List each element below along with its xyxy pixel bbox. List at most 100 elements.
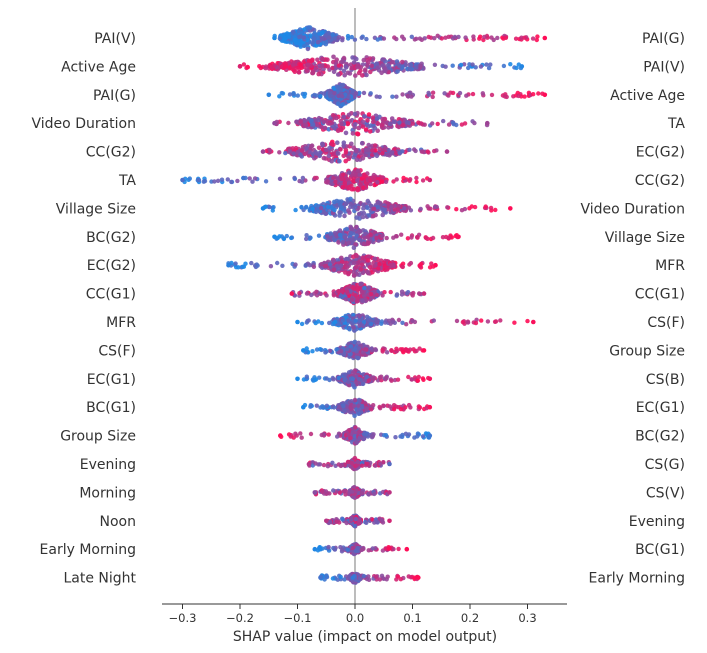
shap-point bbox=[446, 235, 451, 241]
shap-point bbox=[340, 82, 346, 88]
shap-point bbox=[406, 432, 412, 437]
shap-point bbox=[310, 206, 316, 211]
shap-point bbox=[334, 198, 340, 204]
shap-point bbox=[371, 213, 376, 219]
shap-point bbox=[353, 293, 358, 298]
shap-point bbox=[404, 291, 410, 296]
shap-point bbox=[372, 125, 378, 131]
shap-point bbox=[187, 176, 192, 181]
shap-point bbox=[374, 116, 380, 121]
shap-point bbox=[353, 204, 358, 210]
shap-point bbox=[304, 291, 310, 296]
shap-point bbox=[196, 177, 201, 183]
shap-point bbox=[277, 94, 282, 99]
shap-point bbox=[237, 64, 243, 69]
shap-point bbox=[349, 183, 354, 189]
shap-point bbox=[361, 90, 367, 96]
shap-point bbox=[380, 347, 385, 353]
shap-point bbox=[389, 150, 395, 155]
shap-point bbox=[391, 235, 396, 240]
feature-label-left: CC(G1) bbox=[86, 287, 136, 303]
shap-point bbox=[361, 206, 366, 211]
shap-point bbox=[326, 153, 332, 159]
shap-point bbox=[332, 207, 337, 213]
shap-point bbox=[392, 35, 397, 40]
shap-point bbox=[390, 94, 395, 99]
shap-point bbox=[431, 318, 436, 323]
shap-point bbox=[294, 433, 299, 438]
feature-label-left: Group Size bbox=[60, 429, 136, 445]
shap-point bbox=[339, 176, 344, 182]
shap-point bbox=[412, 37, 417, 42]
shap-point bbox=[439, 36, 444, 41]
shap-point bbox=[350, 489, 355, 494]
shap-point bbox=[404, 546, 410, 552]
shap-point bbox=[371, 403, 376, 408]
shap-point bbox=[380, 63, 385, 68]
shap-point bbox=[388, 262, 393, 267]
shap-point bbox=[307, 25, 313, 30]
shap-point bbox=[327, 262, 333, 267]
shap-point bbox=[380, 151, 385, 156]
shap-point bbox=[375, 204, 381, 210]
shap-point bbox=[335, 434, 340, 439]
shap-point bbox=[364, 461, 369, 467]
shap-point bbox=[419, 37, 424, 42]
shap-point bbox=[410, 318, 415, 323]
shap-point bbox=[361, 436, 367, 442]
shap-point bbox=[408, 405, 413, 410]
shap-point bbox=[335, 140, 340, 145]
shap-point bbox=[491, 37, 496, 43]
shap-point bbox=[287, 149, 293, 154]
shap-point bbox=[414, 175, 419, 181]
shap-point bbox=[320, 63, 325, 68]
shap-point bbox=[401, 175, 406, 181]
shap-point bbox=[330, 65, 335, 71]
shap-point bbox=[291, 91, 296, 96]
shap-point bbox=[245, 65, 250, 70]
shap-point bbox=[337, 35, 342, 40]
shap-point bbox=[318, 94, 323, 99]
shap-point bbox=[352, 413, 357, 419]
shap-point bbox=[321, 462, 327, 468]
shap-point bbox=[340, 517, 345, 522]
shap-point bbox=[325, 234, 330, 239]
shap-point bbox=[290, 62, 296, 67]
shap-point bbox=[362, 235, 367, 240]
shap-point bbox=[387, 461, 392, 467]
shap-point bbox=[362, 347, 368, 352]
shap-point bbox=[355, 178, 360, 183]
shap-point bbox=[379, 123, 385, 128]
shap-point bbox=[350, 575, 356, 580]
beeswarm-row bbox=[295, 312, 536, 333]
shap-point bbox=[359, 140, 365, 146]
shap-point bbox=[384, 235, 389, 241]
shap-point bbox=[380, 212, 386, 218]
shap-point bbox=[415, 234, 420, 240]
shap-point bbox=[334, 115, 339, 121]
shap-point bbox=[341, 404, 346, 409]
shap-point bbox=[400, 59, 405, 65]
shap-point bbox=[352, 260, 357, 266]
shap-point bbox=[356, 411, 362, 417]
shap-point bbox=[260, 149, 266, 154]
shap-point bbox=[322, 125, 328, 131]
shap-point bbox=[409, 235, 414, 240]
feature-label-right: BC(G1) bbox=[635, 542, 685, 558]
shap-point bbox=[536, 91, 541, 96]
shap-point bbox=[430, 90, 436, 95]
shap-point bbox=[343, 296, 349, 302]
shap-point bbox=[325, 57, 330, 62]
shap-point bbox=[377, 261, 382, 267]
shap-point bbox=[202, 178, 208, 184]
shap-point bbox=[359, 35, 364, 40]
shap-point bbox=[339, 205, 344, 211]
shap-point bbox=[441, 118, 446, 124]
shap-point bbox=[343, 376, 348, 382]
shap-point bbox=[330, 113, 336, 118]
shap-point bbox=[342, 213, 347, 219]
feature-label-left: EC(G2) bbox=[87, 258, 136, 274]
shap-point bbox=[351, 273, 357, 278]
shap-point bbox=[278, 433, 283, 438]
shap-point bbox=[396, 546, 401, 552]
